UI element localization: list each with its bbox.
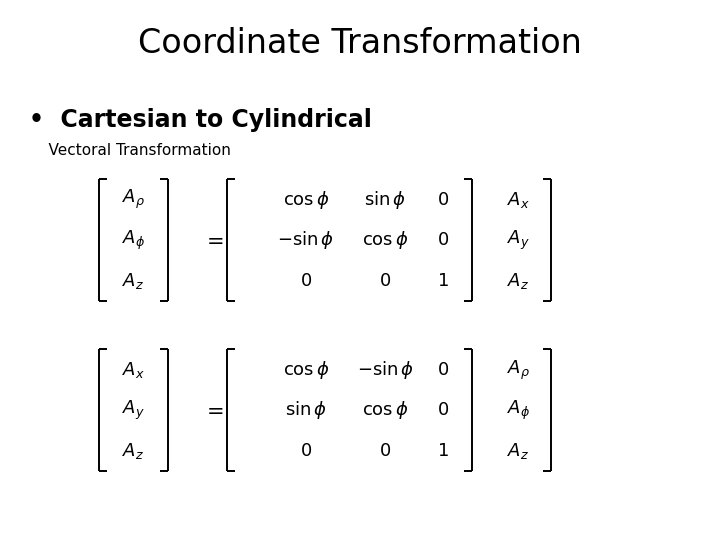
Text: $0$: $0$ <box>379 272 391 290</box>
Text: $-\sin\phi$: $-\sin\phi$ <box>356 359 414 381</box>
Text: $A_z$: $A_z$ <box>122 271 144 291</box>
Text: $A_z$: $A_z$ <box>122 441 144 461</box>
Text: $=$: $=$ <box>202 230 223 251</box>
Text: $A_{\phi}$: $A_{\phi}$ <box>507 399 530 422</box>
Text: $A_y$: $A_y$ <box>507 229 530 252</box>
Text: $0$: $0$ <box>300 442 312 460</box>
Text: $=$: $=$ <box>202 400 223 421</box>
Text: $0$: $0$ <box>437 191 449 209</box>
Text: $A_{\rho}$: $A_{\rho}$ <box>507 359 530 381</box>
Text: $0$: $0$ <box>437 231 449 249</box>
Text: Vectoral Transformation: Vectoral Transformation <box>29 143 230 158</box>
Text: $0$: $0$ <box>379 442 391 460</box>
Text: •  Cartesian to Cylindrical: • Cartesian to Cylindrical <box>29 108 372 132</box>
Text: $A_{\rho}$: $A_{\rho}$ <box>122 188 145 211</box>
Text: Coordinate Transformation: Coordinate Transformation <box>138 27 582 60</box>
Text: $A_x$: $A_x$ <box>507 190 530 210</box>
Text: $0$: $0$ <box>437 361 449 379</box>
Text: $A_{\phi}$: $A_{\phi}$ <box>122 229 145 252</box>
Text: $A_z$: $A_z$ <box>508 441 529 461</box>
Text: $A_x$: $A_x$ <box>122 360 145 380</box>
Text: $-\sin\phi$: $-\sin\phi$ <box>277 230 335 251</box>
Text: $1$: $1$ <box>437 272 449 290</box>
Text: $\cos\phi$: $\cos\phi$ <box>362 230 408 251</box>
Text: $\sin\phi$: $\sin\phi$ <box>364 189 406 211</box>
Text: $\cos\phi$: $\cos\phi$ <box>362 400 408 421</box>
Text: $0$: $0$ <box>300 272 312 290</box>
Text: $\cos\phi$: $\cos\phi$ <box>283 359 329 381</box>
Text: $A_z$: $A_z$ <box>508 271 529 291</box>
Text: $1$: $1$ <box>437 442 449 460</box>
Text: $A_y$: $A_y$ <box>122 399 145 422</box>
Text: $0$: $0$ <box>437 401 449 420</box>
Text: $\sin\phi$: $\sin\phi$ <box>285 400 327 421</box>
Text: $\cos\phi$: $\cos\phi$ <box>283 189 329 211</box>
